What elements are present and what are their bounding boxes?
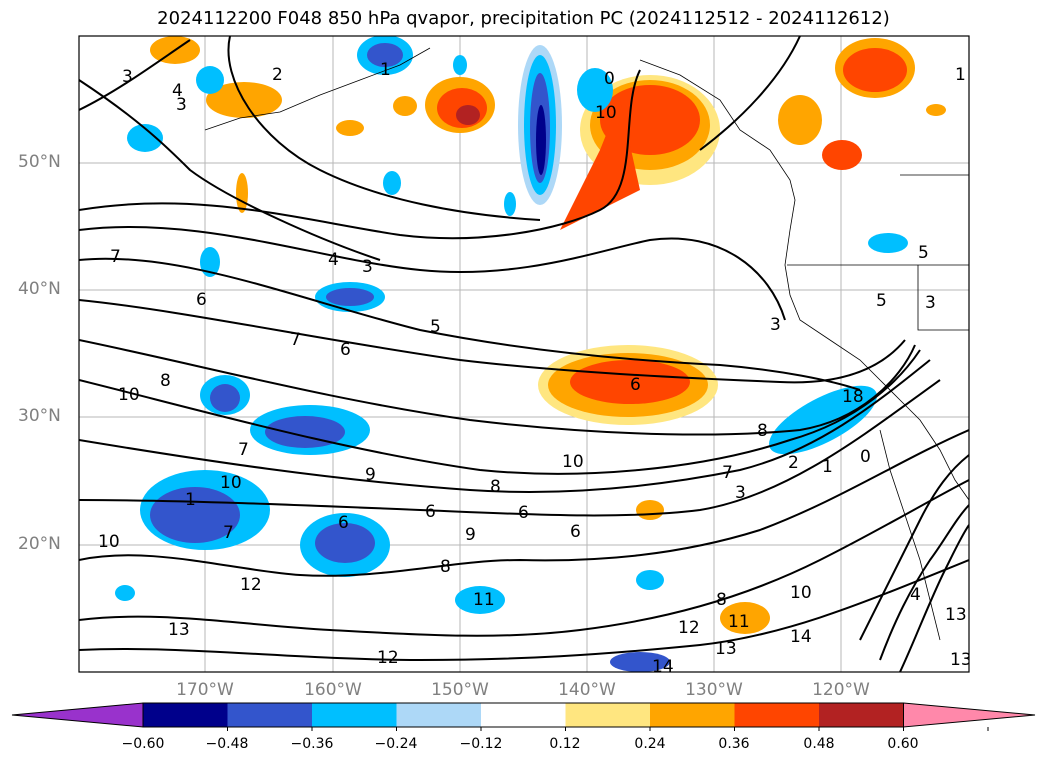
colorbar-tick-label: 0.12 [549,736,581,752]
contour-label: 14 [790,627,812,647]
contour-label: 7 [223,523,234,543]
contour-label: 12 [240,575,262,595]
colorbar-segment [481,703,566,727]
latitude-label: 30°N [18,406,61,426]
contour-label: 3 [122,67,133,87]
contour-label: 10 [562,452,584,472]
longitude-label: 150°W [431,680,489,700]
contour-label: 12 [678,618,700,638]
colorbar-tick-label: −0.36 [290,736,334,752]
contour-label: 10 [118,385,140,405]
contour-label: 8 [490,477,501,497]
contour-label: 11 [473,590,495,610]
contour-label: 6 [340,340,351,360]
contour-label: 0 [860,447,871,467]
contour-label: 13 [950,650,972,670]
longitude-label: 140°W [558,680,616,700]
colorbar [11,702,1036,731]
latitude-label: 50°N [18,152,61,172]
contour-label: 14 [652,657,674,677]
contour-label: 8 [716,590,727,610]
colorbar-segment [650,703,735,727]
contour-label: 6 [518,503,529,523]
contour-label: 1 [955,65,966,85]
contour-label: 9 [465,525,476,545]
contour-label: 11 [728,612,750,632]
colorbar-segment [819,703,904,727]
colorbar-tick-label: −0.48 [205,736,249,752]
colorbar-tick-label: 0.36 [718,736,750,752]
colorbar-segment [312,703,397,727]
contour-label: 2 [788,453,799,473]
contour-label: 6 [570,522,581,542]
contour-label: 2 [272,65,283,85]
contour-label: 7 [238,440,249,460]
colorbar-segment [143,703,228,727]
colorbar-tick-label: −0.60 [121,736,165,752]
contour-label: 5 [876,291,887,311]
contour-label-group: 3 2 4 3 5 6 7 6 8 10 7 9 10 8 10 6 6 9 6… [98,60,972,677]
contour-label: 3 [362,257,373,277]
contour-label: 10 [790,583,812,603]
colorbar-tick-label: 0.60 [887,736,919,752]
contour-label: 3 [925,293,936,313]
colorbar-segment [565,703,650,727]
contour-label: 4 [328,250,339,270]
contour-label: 10 [220,473,242,493]
contour-label: 7 [290,330,301,350]
colorbar-tick-label: −0.24 [374,736,418,752]
contour-label: 10 [595,103,617,123]
contour-label: 6 [196,290,207,310]
latitude-label: 20°N [18,534,61,554]
longitude-label: 120°W [812,680,870,700]
contour-label: 13 [945,605,967,625]
longitude-label: 130°W [685,680,743,700]
contour-label: 3 [770,315,781,335]
contour-label: 0 [604,69,615,89]
map-frame [78,35,970,673]
contour-label: 9 [365,465,376,485]
contour-label: 8 [757,421,768,441]
colorbar-segment [227,703,312,727]
colorbar-segment [11,702,144,728]
contour-label: 13 [715,639,737,659]
contour-label: 4 [172,81,183,101]
colorbar-tick-label: 0.48 [803,736,835,752]
contour-label: 8 [160,371,171,391]
colorbar-tick-label: 0.24 [634,736,666,752]
contour-label: 12 [377,648,399,668]
longitude-label: 170°W [176,680,234,700]
contour-label: 18 [842,387,864,407]
contour-label: 3 [176,95,187,115]
contour-label: 1 [185,490,196,510]
contour-label: 7 [110,247,121,267]
qvapor-contours [79,36,969,672]
colorbar-segment [903,702,1036,728]
contour-label: 6 [630,375,641,395]
contour-label: 1 [822,457,833,477]
colorbar-segment [734,703,819,727]
contour-label: 13 [168,620,190,640]
contour-label: 10 [98,532,120,552]
contour-label: 6 [338,513,349,533]
positive-precip-regions [150,36,946,634]
contour-label: 3 [735,483,746,503]
contour-label: 1 [380,60,391,80]
contour-label: 7 [722,463,733,483]
contour-label: 5 [918,243,929,263]
colorbar-outline [142,702,904,728]
map-title: 2024112200 F048 850 hPa qvapor, precipit… [157,8,890,29]
colorbar-segment [396,703,481,727]
contour-label: 5 [430,317,441,337]
contour-label: 4 [910,585,921,605]
coastlines [204,47,969,641]
colorbar-tick-label: −0.12 [459,736,503,752]
contour-label: 6 [425,502,436,522]
longitude-label: 160°W [304,680,362,700]
latitude-label: 40°N [18,279,61,299]
contour-label: 8 [440,557,451,577]
